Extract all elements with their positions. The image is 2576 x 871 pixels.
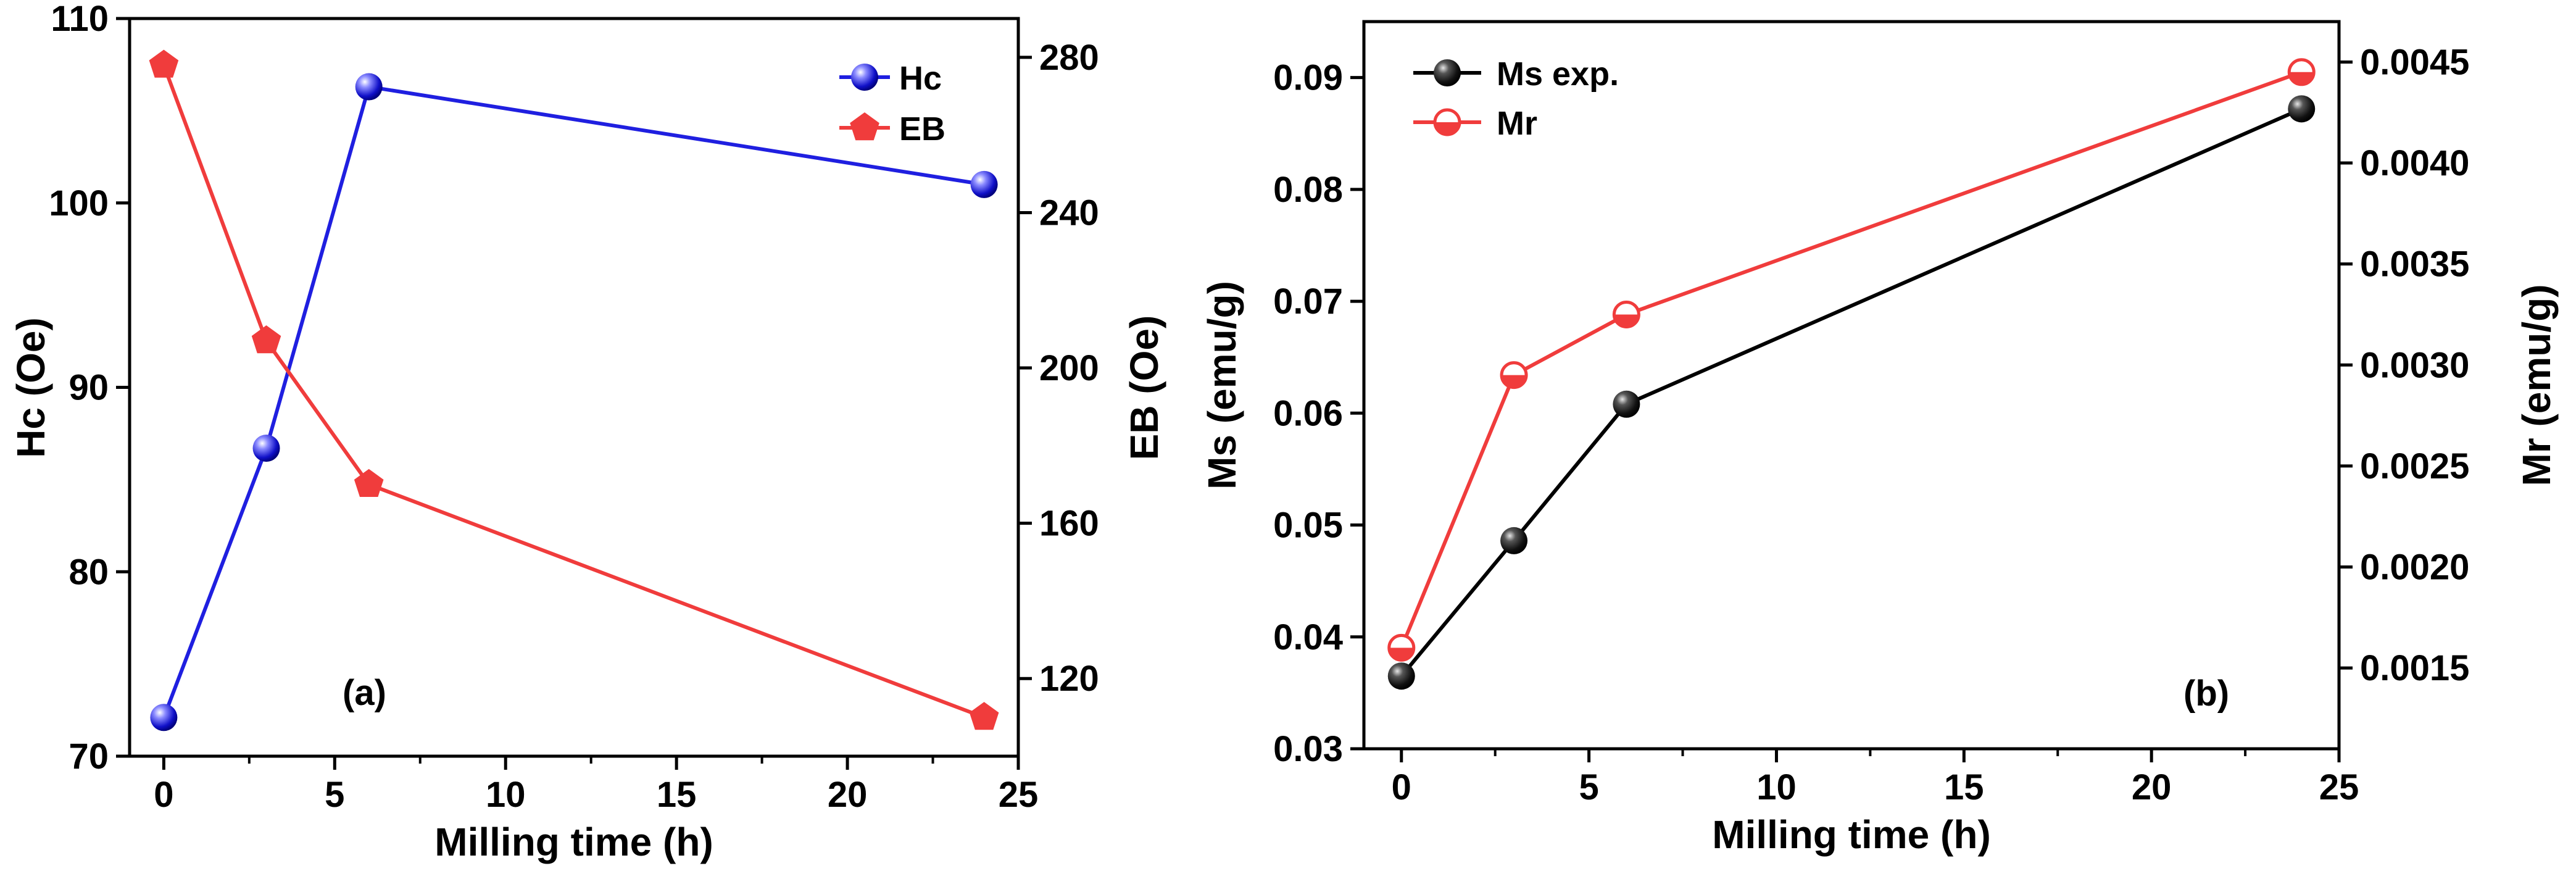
series-hc-point bbox=[252, 435, 280, 462]
y-left-tick-label: 0.03 bbox=[1273, 729, 1343, 769]
y-right-tick-label: 0.0020 bbox=[2360, 548, 2469, 588]
series-eb-point bbox=[354, 469, 384, 497]
series-ms-exp-line bbox=[1400, 107, 2303, 678]
x-tick-label: 25 bbox=[2319, 767, 2359, 807]
y-right-tick-label: 0.0045 bbox=[2360, 42, 2469, 82]
legend-hc-marker bbox=[851, 64, 878, 91]
panel-a-y-axis-left-label: Hc (Oe) bbox=[9, 317, 53, 458]
y-left-tick-label: 110 bbox=[51, 0, 109, 39]
panel-b-y-axis-right-label: Mr (emu/g) bbox=[2514, 284, 2559, 486]
legend-mr-marker bbox=[1433, 108, 1461, 136]
panel-b-x-axis: 0 5 10 15 20 25 bbox=[1392, 749, 2359, 807]
series-ms-exp-point bbox=[1500, 527, 1528, 554]
series-mr-line bbox=[1399, 70, 2303, 649]
series-hc-point bbox=[970, 170, 998, 198]
x-tick-label: 0 bbox=[1392, 767, 1411, 807]
y-left-tick-label: 80 bbox=[69, 552, 109, 592]
panel-b-label: (b) bbox=[2183, 673, 2229, 714]
panel-b-y-axis-left-label: Ms (emu/g) bbox=[1200, 281, 1244, 490]
legend-ms-marker bbox=[1434, 59, 1461, 86]
series-eb-point bbox=[149, 49, 179, 78]
series-eb-line bbox=[162, 64, 985, 719]
y-left-tick-label: 0.04 bbox=[1273, 617, 1343, 657]
panel-a-legend: Hc EB bbox=[839, 60, 945, 148]
panel-b-plot-frame bbox=[1362, 20, 2341, 751]
x-tick-label: 10 bbox=[1756, 767, 1797, 807]
legend-hc-label: Hc bbox=[899, 60, 942, 97]
y-right-tick-label: 0.0025 bbox=[2360, 446, 2469, 486]
y-right-tick-label: 0.0035 bbox=[2360, 244, 2469, 285]
x-tick-label: 15 bbox=[657, 775, 697, 815]
panel-b-x-axis-label: Milling time (h) bbox=[1712, 812, 1991, 857]
y-right-tick-label: 0.0040 bbox=[2360, 143, 2469, 183]
panel-a-label: (a) bbox=[343, 673, 386, 713]
x-tick-label: 0 bbox=[154, 775, 173, 815]
y-left-tick-label: 90 bbox=[69, 368, 109, 408]
panel-a-y-axis-left: 70 80 90 100 110 bbox=[49, 0, 130, 777]
series-mr-point bbox=[1612, 300, 1640, 328]
panel-b: 0 5 10 15 20 25 0.030.040.050.060.070.080.09 … bbox=[1200, 20, 2559, 857]
x-tick-label: 5 bbox=[1579, 767, 1598, 807]
series-eb-point bbox=[969, 702, 999, 730]
panel-a-x-axis-label: Milling time (h) bbox=[434, 820, 713, 864]
y-right-tick-label: 120 bbox=[1039, 659, 1099, 699]
series-hc-line bbox=[162, 85, 985, 719]
panel-a-x-axis: 0 5 10 15 20 25 bbox=[154, 756, 1038, 815]
y-right-tick-label: 240 bbox=[1039, 193, 1099, 233]
panel-b-y-axis-left: 0.03 0.04 0.05 0.06 0.07 0.08 0.09 bbox=[1273, 58, 1364, 769]
y-left-tick-label: 0.08 bbox=[1273, 170, 1343, 210]
series-eb-point bbox=[251, 325, 281, 354]
series-mr-point bbox=[1500, 361, 1528, 390]
panel-a-y-axis-right-label: EB (Oe) bbox=[1122, 315, 1166, 461]
panel-a-y-axis-right: 120 160 200 240 280 bbox=[1018, 38, 1099, 699]
y-left-tick-label: 100 bbox=[49, 183, 109, 223]
series-mr-point bbox=[2287, 58, 2316, 86]
panel-b-series bbox=[1387, 58, 2316, 690]
panel-b-y-axis-right: 0.0015 0.0020 0.0025 0.0030 0.0035 0.0040 0.00… bbox=[2339, 42, 2469, 688]
series-ms-exp-point bbox=[1613, 390, 1640, 418]
legend-eb-label: EB bbox=[899, 110, 945, 148]
x-tick-label: 25 bbox=[999, 775, 1039, 815]
y-right-tick-label: 0.0030 bbox=[2360, 345, 2469, 385]
series-hc-point bbox=[355, 73, 383, 101]
y-left-tick-label: 0.05 bbox=[1273, 506, 1343, 546]
legend-mr-label: Mr bbox=[1497, 105, 1537, 142]
x-tick-label: 10 bbox=[486, 775, 526, 815]
y-right-tick-label: 160 bbox=[1039, 504, 1099, 544]
series-hc-point bbox=[150, 704, 178, 731]
x-tick-label: 15 bbox=[1944, 767, 1984, 807]
legend-eb-marker bbox=[850, 112, 879, 141]
panel-b-legend: Ms exp. Mr bbox=[1413, 56, 1619, 142]
x-tick-label: 5 bbox=[325, 775, 344, 815]
x-tick-label: 20 bbox=[828, 775, 868, 815]
y-right-tick-label: 0.0015 bbox=[2360, 648, 2469, 688]
x-tick-label: 20 bbox=[2132, 767, 2172, 807]
series-ms-exp-point bbox=[1387, 662, 1415, 690]
y-right-tick-label: 280 bbox=[1039, 38, 1099, 78]
y-right-tick-label: 200 bbox=[1039, 348, 1099, 388]
series-ms-exp-point bbox=[2288, 95, 2316, 123]
y-left-tick-label: 0.06 bbox=[1273, 393, 1343, 433]
legend-ms-label: Ms exp. bbox=[1497, 56, 1619, 93]
series-mr-point bbox=[1387, 633, 1416, 662]
y-left-tick-label: 0.09 bbox=[1273, 58, 1343, 98]
y-left-tick-label: 70 bbox=[69, 736, 109, 777]
y-left-tick-label: 0.07 bbox=[1273, 281, 1343, 322]
panel-a-series bbox=[149, 49, 999, 731]
